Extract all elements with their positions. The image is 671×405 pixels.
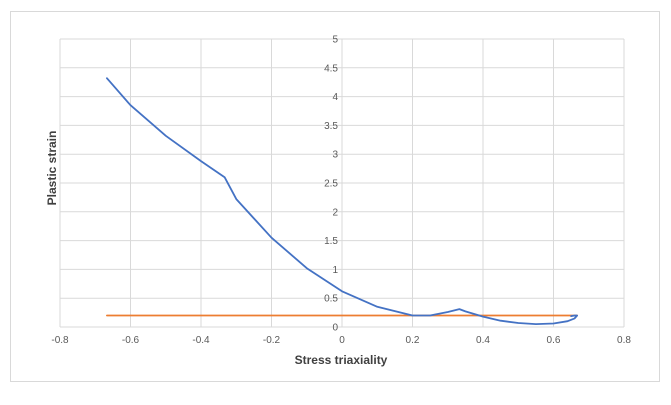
y-tick-label: 0 [332, 323, 338, 334]
x-tick-label: -0.4 [192, 335, 210, 346]
y-tick-label: 3.5 [324, 121, 338, 132]
x-tick-label: 0.2 [406, 335, 420, 346]
y-tick-label: 1.5 [324, 236, 338, 247]
y-tick-label: 5 [332, 35, 338, 46]
y-tick-label: 3 [332, 150, 338, 161]
x-axis-title: Stress triaxiality [295, 353, 388, 367]
chart-frame [10, 11, 660, 382]
x-tick-labels: -0.8 -0.6 -0.4 -0.2 0 0.2 0.4 0.6 0.8 [51, 335, 631, 346]
y-tick-label: 0.5 [324, 294, 338, 305]
gridlines [59, 38, 625, 328]
y-tick-label: 2 [332, 207, 338, 218]
x-tick-label: -0.2 [263, 335, 281, 346]
series-group [106, 77, 578, 326]
x-tick-label: 0 [339, 335, 345, 346]
x-tick-label: 0.4 [476, 335, 490, 346]
x-tick-label: -0.8 [51, 335, 69, 346]
y-axis-title: Plastic strain [45, 131, 59, 206]
y-tick-label: 2.5 [324, 179, 338, 190]
x-tick-label: -0.6 [122, 335, 140, 346]
x-tick-label: 0.8 [617, 335, 631, 346]
y-tick-label: 4 [332, 92, 338, 103]
y-tick-label: 1 [332, 265, 338, 276]
y-tick-label: 4.5 [324, 63, 338, 74]
x-tick-label: 0.6 [547, 335, 561, 346]
y-tick-labels: 0 0.5 1 1.5 2 2.5 3 3.5 4 4.5 5 [324, 35, 338, 334]
series-line-1 [106, 77, 578, 326]
